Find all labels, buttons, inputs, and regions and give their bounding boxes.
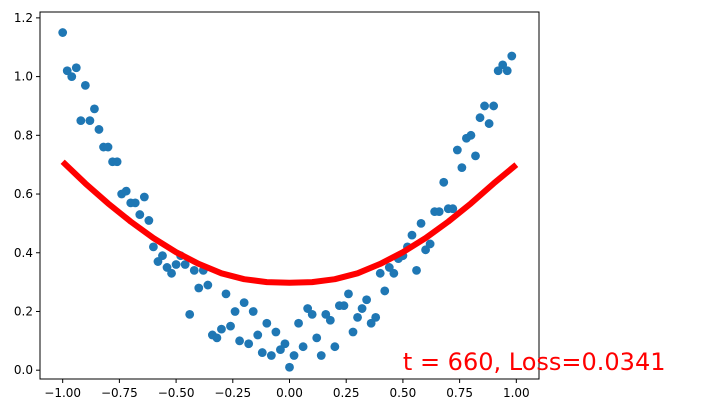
y-tick-label: 0.0 bbox=[14, 363, 33, 377]
scatter-point bbox=[289, 351, 299, 360]
scatter-point bbox=[167, 268, 176, 278]
scatter-point bbox=[507, 51, 517, 61]
x-tick-label: 1.00 bbox=[503, 386, 530, 400]
scatter-point bbox=[130, 198, 140, 208]
fit-line bbox=[60, 159, 519, 286]
x-tick-label: 0.00 bbox=[276, 386, 303, 400]
scatter-point bbox=[262, 318, 272, 328]
scatter-points bbox=[58, 28, 517, 372]
y-tick-label: 0.4 bbox=[14, 246, 33, 260]
scatter-point bbox=[158, 251, 167, 261]
scatter-point bbox=[439, 177, 449, 187]
scatter-point bbox=[325, 315, 335, 325]
scatter-point bbox=[203, 280, 213, 290]
scatter-point bbox=[85, 116, 95, 126]
scatter-point bbox=[194, 283, 204, 293]
scatter-point bbox=[412, 265, 421, 275]
scatter-point bbox=[457, 163, 467, 173]
scatter-point bbox=[257, 348, 267, 357]
scatter-point bbox=[371, 312, 381, 322]
scatter-point bbox=[189, 265, 199, 275]
y-tick-label: 0.6 bbox=[14, 187, 33, 201]
loss-annotation: t = 660, Loss=0.0341 bbox=[403, 348, 666, 376]
scatter-point bbox=[348, 327, 358, 337]
scatter-point bbox=[330, 342, 340, 352]
x-tick-label: 0.25 bbox=[333, 386, 360, 400]
x-tick-label: 0.75 bbox=[446, 386, 473, 400]
scatter-point bbox=[244, 339, 254, 349]
scatter-point bbox=[76, 116, 86, 126]
scatter-point bbox=[80, 81, 90, 90]
scatter-point bbox=[448, 204, 458, 214]
scatter-point bbox=[139, 192, 149, 202]
scatter-point bbox=[339, 301, 349, 310]
scatter-point bbox=[316, 351, 326, 360]
scatter-point bbox=[416, 218, 426, 228]
x-tick-label: −0.50 bbox=[158, 386, 195, 400]
scatter-point bbox=[480, 101, 489, 111]
scatter-point bbox=[312, 333, 322, 343]
scatter-point bbox=[489, 101, 499, 111]
x-axis: −1.00 −0.75 −0.50 −0.25 0.00 0.25 0.50 0.75 1.00 bbox=[44, 379, 530, 400]
y-tick-label: 0.2 bbox=[14, 304, 33, 318]
scatter-point bbox=[280, 339, 290, 349]
scatter-point bbox=[112, 157, 122, 167]
scatter-point bbox=[103, 142, 113, 152]
scatter-point bbox=[266, 351, 276, 360]
scatter-point bbox=[471, 151, 480, 161]
plot-frame bbox=[39, 11, 540, 380]
scatter-point bbox=[484, 119, 494, 128]
scatter-point bbox=[375, 268, 385, 278]
scatter-point bbox=[185, 310, 195, 319]
scatter-point bbox=[253, 330, 263, 340]
scatter-point bbox=[90, 104, 99, 114]
scatter-point bbox=[180, 260, 190, 269]
scatter-point bbox=[217, 324, 226, 334]
scatter-point bbox=[71, 63, 81, 73]
scatter-point bbox=[171, 260, 181, 269]
scatter-point bbox=[475, 113, 485, 123]
scatter-point bbox=[144, 216, 154, 225]
scatter-point bbox=[307, 310, 317, 319]
scatter-point bbox=[466, 130, 476, 140]
fit-curve bbox=[60, 159, 519, 286]
scatter-point bbox=[248, 307, 258, 316]
scatter-point bbox=[294, 318, 303, 328]
scatter-point bbox=[434, 207, 444, 217]
scatter-point bbox=[271, 327, 281, 337]
scatter-point bbox=[226, 321, 235, 331]
scatter-point bbox=[94, 125, 104, 134]
y-axis: 0.0 0.2 0.4 0.6 0.8 1.0 1.2 bbox=[14, 11, 40, 377]
x-tick-label: 0.50 bbox=[390, 386, 417, 400]
y-tick-label: 1.2 bbox=[14, 11, 33, 25]
scatter-point bbox=[67, 72, 77, 81]
x-tick-label: −0.75 bbox=[101, 386, 138, 400]
scatter-point bbox=[149, 242, 158, 252]
x-tick-label: −1.00 bbox=[44, 386, 81, 400]
x-tick-label: −0.25 bbox=[214, 386, 251, 400]
scatter-point bbox=[353, 312, 362, 322]
scatter-point bbox=[230, 307, 240, 316]
scatter-point bbox=[425, 239, 435, 249]
scatter-point bbox=[389, 268, 399, 278]
scatter-point bbox=[362, 295, 372, 305]
scatter-point bbox=[298, 342, 308, 352]
scatter-point bbox=[357, 304, 367, 313]
scatter-point bbox=[58, 28, 68, 37]
scatter-point bbox=[121, 186, 131, 196]
scatter-point bbox=[344, 289, 353, 299]
scatter-point bbox=[235, 336, 245, 346]
scatter-point bbox=[212, 333, 222, 343]
scatter-point bbox=[285, 362, 294, 372]
scatter-point bbox=[407, 230, 417, 240]
scatter-point bbox=[452, 145, 462, 155]
y-tick-label: 1.0 bbox=[14, 70, 33, 84]
scatter-point bbox=[239, 298, 249, 308]
scatter-point bbox=[380, 286, 390, 296]
scatter-point bbox=[135, 210, 145, 219]
scatter-point bbox=[221, 289, 231, 299]
scatter-point bbox=[502, 66, 512, 76]
y-tick-label: 0.8 bbox=[14, 128, 33, 142]
